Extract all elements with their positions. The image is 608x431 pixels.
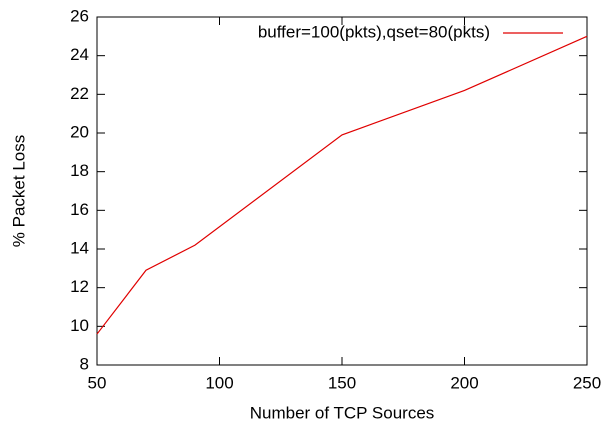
y-tick-label: 8 xyxy=(80,354,89,373)
data-line xyxy=(96,35,588,335)
y-tick-label: 20 xyxy=(70,122,89,141)
y-tick-label: 16 xyxy=(70,200,89,219)
y-tick-label: 24 xyxy=(70,45,89,64)
y-tick-label: 26 xyxy=(70,6,89,25)
y-tick-label: 14 xyxy=(70,238,89,257)
x-tick-label: 200 xyxy=(450,373,478,392)
x-tick-label: 250 xyxy=(573,373,601,392)
legend-label: buffer=100(pkts),qset=80(pkts) xyxy=(258,22,490,41)
x-axis-label: Number of TCP Sources xyxy=(250,403,435,422)
y-tick-label: 12 xyxy=(70,277,89,296)
y-tick-label: 10 xyxy=(70,316,89,335)
y-tick-label: 18 xyxy=(70,161,89,180)
y-axis-label: % Packet Loss xyxy=(9,135,28,247)
y-tick-label: 22 xyxy=(70,84,89,103)
x-tick-label: 100 xyxy=(205,373,233,392)
x-tick-label: 150 xyxy=(328,373,356,392)
x-tick-label: 50 xyxy=(88,373,107,392)
